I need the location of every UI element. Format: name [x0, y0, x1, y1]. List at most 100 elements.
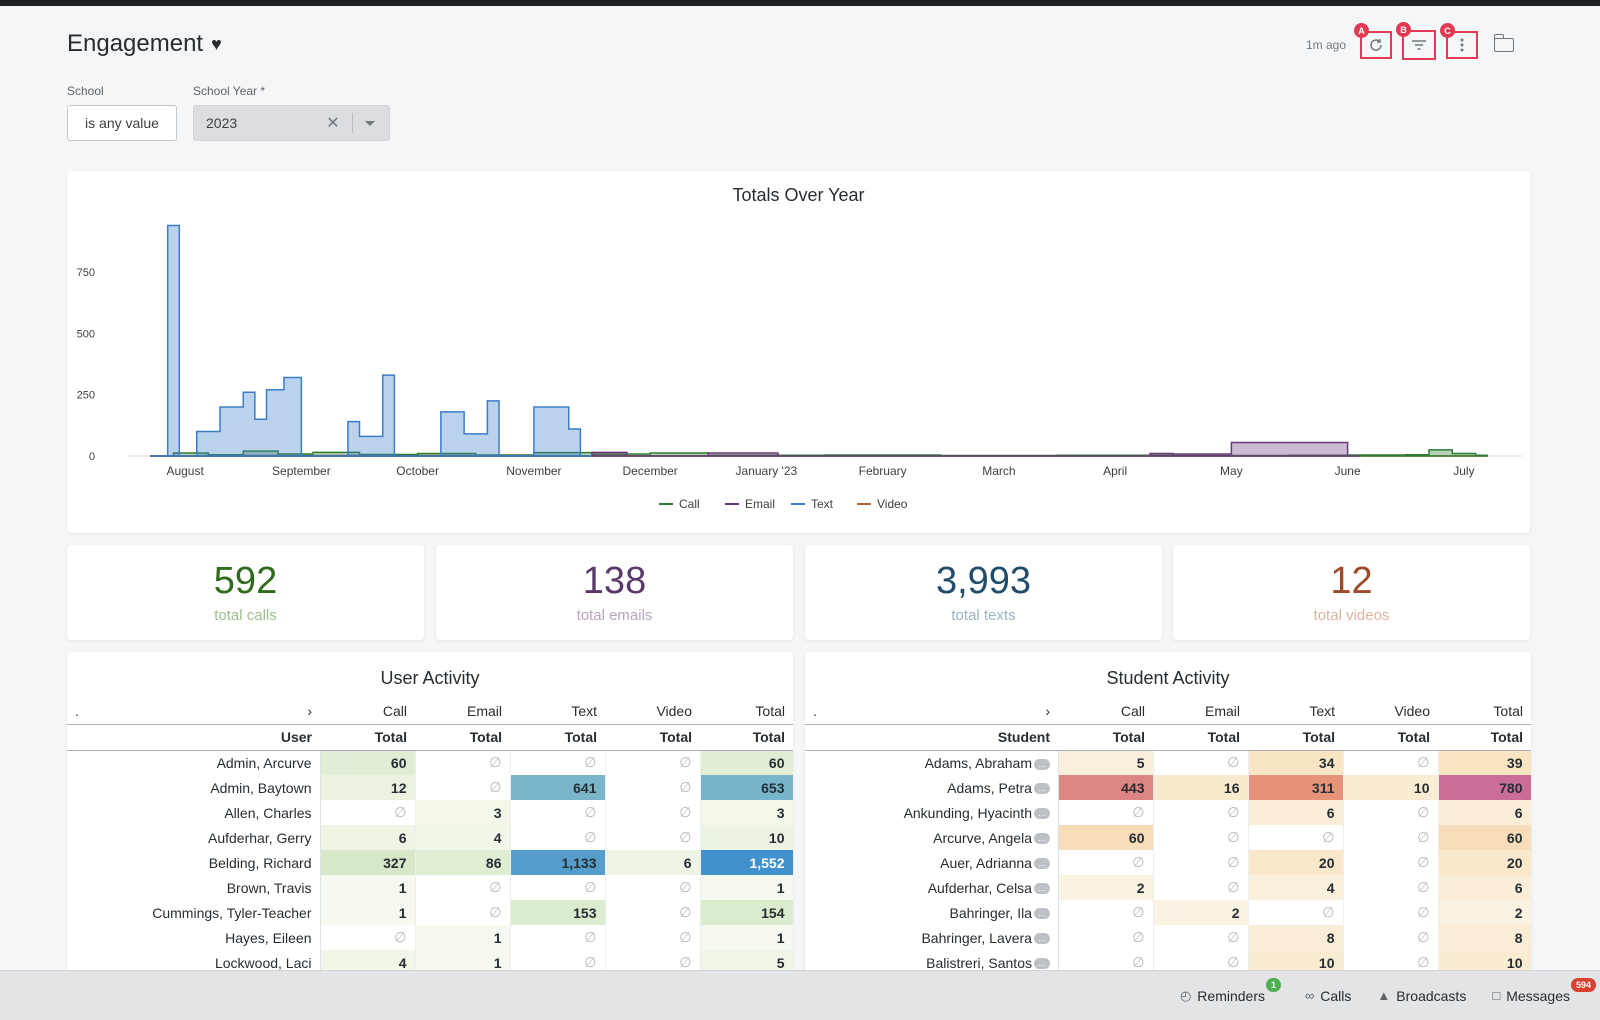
column-header-total[interactable]: Total: [1058, 723, 1153, 751]
row-name-text: Aufderhar, Gerry: [208, 829, 312, 846]
table-row: Adams, Petra... 443 16 311 10 780: [805, 775, 1531, 800]
row-name[interactable]: Admin, Baytown: [67, 775, 321, 800]
row-name[interactable]: Balistreri, Santos...: [805, 950, 1059, 972]
column-header-total[interactable]: Total: [605, 723, 700, 751]
column-group-call: Call: [382, 702, 407, 719]
cell-call: 4: [320, 950, 416, 972]
row-name[interactable]: Ankunding, Hyacinth...: [805, 800, 1059, 825]
chevron-down-icon[interactable]: [365, 120, 375, 126]
school-year-filter[interactable]: 2023 ✕: [193, 105, 390, 141]
kpi-calls-label: total calls: [214, 607, 277, 624]
cell-video: ∅: [605, 950, 701, 972]
totals-chart-card: Totals Over Year 0 250 500 750 August Septemb…: [67, 171, 1530, 533]
broadcasts-button[interactable]: ▲ Broadcasts: [1377, 988, 1466, 1004]
row-name-text: Belding, Richard: [208, 854, 312, 871]
column-header-total[interactable]: Total: [700, 723, 793, 751]
cell-email: 86: [415, 850, 511, 875]
cell-video: ∅: [1343, 850, 1439, 875]
x-tick-label: November: [506, 464, 561, 478]
legend-label: Text: [811, 497, 834, 511]
row-name[interactable]: Aufderhar, Gerry: [67, 825, 321, 850]
more-icon[interactable]: ...: [1033, 833, 1050, 845]
cell-call: 60: [1058, 825, 1154, 850]
column-header-total[interactable]: Total: [1248, 723, 1343, 751]
cell-call: ∅: [1058, 925, 1154, 950]
row-name[interactable]: Brown, Travis: [67, 875, 321, 900]
marker-a: A: [1354, 23, 1369, 38]
column-header-total[interactable]: Total: [1153, 723, 1248, 751]
x-tick-label: August: [166, 464, 204, 478]
x-tick-label: June: [1335, 464, 1361, 478]
row-name[interactable]: Adams, Petra...: [805, 775, 1059, 800]
folder-button[interactable]: [1488, 31, 1520, 59]
chevron-right-icon[interactable]: ›: [1045, 702, 1050, 719]
more-icon[interactable]: ...: [1033, 958, 1050, 970]
cell-video: ∅: [605, 925, 701, 950]
column-header-total[interactable]: Total: [1343, 723, 1438, 751]
cell-email: 16: [1153, 775, 1249, 800]
school-filter[interactable]: is any value: [67, 105, 177, 141]
row-name[interactable]: Belding, Richard: [67, 850, 321, 875]
column-group-total: Total: [755, 702, 785, 719]
column-header-total[interactable]: Total: [1438, 723, 1531, 751]
y-tick-label: 250: [77, 390, 95, 402]
more-options-button[interactable]: C: [1440, 23, 1478, 59]
column-header-total[interactable]: Total: [415, 723, 510, 751]
reminders-button[interactable]: ◴ Reminders 1: [1180, 977, 1281, 1004]
column-group-text: Text: [571, 702, 597, 719]
row-name[interactable]: Cummings, Tyler-Teacher: [67, 900, 321, 925]
row-name-text: Aufderhar, Celsa: [927, 879, 1032, 896]
cell-email: ∅: [1153, 950, 1249, 972]
chevron-right-icon[interactable]: ›: [307, 702, 312, 719]
filter-separator: [352, 113, 353, 133]
row-name-text: Auer, Adrianna: [940, 854, 1032, 871]
pivot-corner-dot: .: [813, 702, 817, 719]
more-icon[interactable]: ...: [1033, 758, 1050, 770]
cell-text: ∅: [510, 925, 606, 950]
table-row: Bahringer, Lavera... ∅ ∅ 8 ∅ 8: [805, 925, 1531, 950]
cell-email: ∅: [415, 775, 511, 800]
cell-email: 2: [1153, 900, 1249, 925]
more-icon[interactable]: ...: [1033, 883, 1050, 895]
row-name-text: Adams, Abraham: [924, 754, 1032, 771]
column-header-total[interactable]: Total: [510, 723, 605, 751]
cell-email: 1: [415, 925, 511, 950]
page-title-text: Engagement: [67, 30, 204, 57]
row-name-text: Balistreri, Santos: [926, 954, 1032, 971]
row-name[interactable]: Auer, Adrianna...: [805, 850, 1059, 875]
user-activity-card: User Activity . › Call Email Text Video T…: [67, 652, 793, 972]
folder-icon: [1493, 34, 1514, 52]
more-icon[interactable]: ...: [1033, 858, 1050, 870]
legend-label: Video: [877, 497, 908, 511]
row-name[interactable]: Arcurve, Angela...: [805, 825, 1059, 850]
table-row: Ankunding, Hyacinth... ∅ ∅ 6 ∅ 6: [805, 800, 1531, 825]
row-name-text: Admin, Baytown: [210, 779, 312, 796]
row-name[interactable]: Lockwood, Laci: [67, 950, 321, 972]
cell-video: ∅: [1343, 875, 1439, 900]
row-name[interactable]: Aufderhar, Celsa...: [805, 875, 1059, 900]
row-name[interactable]: Adams, Abraham...: [805, 750, 1059, 775]
cell-video: ∅: [1343, 800, 1439, 825]
cell-text: ∅: [1248, 825, 1344, 850]
row-name[interactable]: Bahringer, Lavera...: [805, 925, 1059, 950]
column-header-student[interactable]: Student: [805, 723, 1058, 751]
more-icon[interactable]: ...: [1033, 908, 1050, 920]
row-name[interactable]: Allen, Charles: [67, 800, 321, 825]
row-name[interactable]: Bahringer, Ila...: [805, 900, 1059, 925]
calls-button[interactable]: ∞ Calls: [1305, 988, 1351, 1004]
refresh-button[interactable]: A: [1354, 23, 1392, 59]
cell-total: 20: [1438, 850, 1531, 875]
column-header-total[interactable]: Total: [320, 723, 415, 751]
clear-icon[interactable]: ✕: [326, 115, 340, 132]
filter-button[interactable]: B: [1396, 22, 1436, 60]
more-icon[interactable]: ...: [1033, 808, 1050, 820]
row-name-text: Bahringer, Lavera: [921, 929, 1032, 946]
more-icon[interactable]: ...: [1033, 783, 1050, 795]
heart-icon[interactable]: ♥: [211, 33, 222, 54]
more-icon[interactable]: ...: [1033, 933, 1050, 945]
messages-button[interactable]: □ Messages 594: [1492, 977, 1596, 1004]
row-name[interactable]: Admin, Arcurve: [67, 750, 321, 775]
row-name[interactable]: Hayes, Eileen: [67, 925, 321, 950]
legend-label: Email: [745, 497, 775, 511]
column-header-user[interactable]: User: [67, 723, 320, 751]
